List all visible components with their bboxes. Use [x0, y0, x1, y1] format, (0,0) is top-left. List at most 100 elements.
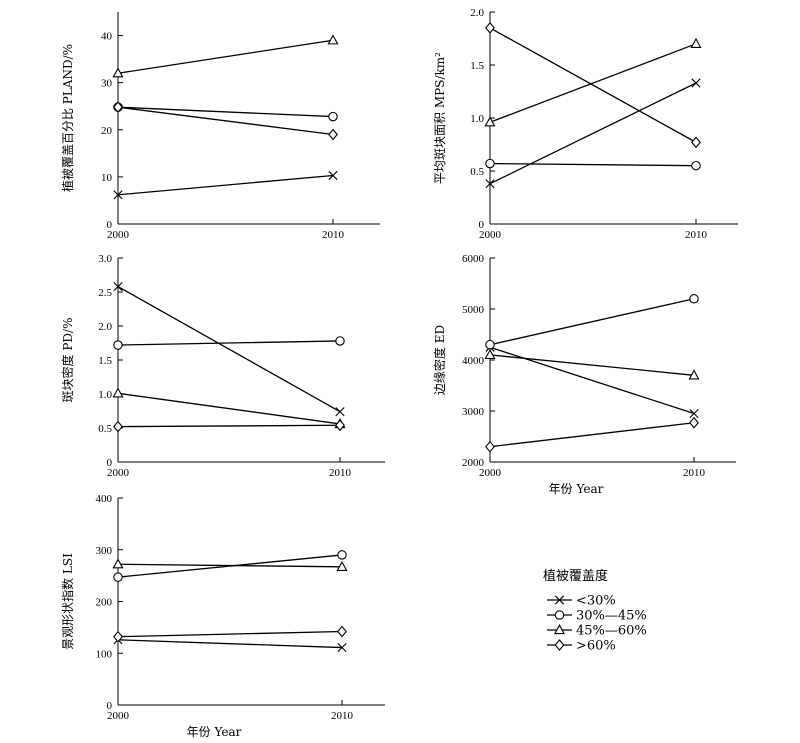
data-point-4 [691, 136, 701, 149]
data-point-4 [337, 625, 347, 638]
y-tick-label: 400 [96, 493, 113, 505]
legend-item: >60% [547, 639, 616, 654]
data-point-4 [335, 419, 345, 432]
data-point-4 [485, 22, 495, 34]
chart-panel-5: 0 100 200 300 400 2000 2010 景观形状指数 LSI 年份 Year [60, 493, 385, 739]
series-line-3 [489, 354, 695, 376]
x-tick-label: 2010 [683, 467, 706, 479]
data-point-4 [485, 440, 495, 453]
chart-panel-4: 2000 3000 4000 5000 6000 2000 2010 边缘密度 ED 年份 Ye… [432, 253, 736, 496]
y-tick-label: 1.5 [98, 355, 112, 367]
data-point-2 [485, 158, 495, 169]
y-tick-label: 1.0 [470, 113, 484, 125]
y-tick-label: 300 [96, 545, 113, 557]
series-line-1 [117, 174, 334, 196]
x-axis-label: 年份 Year [187, 725, 242, 739]
x-tick-label: 2010 [322, 229, 345, 241]
series-line-3 [117, 563, 343, 568]
data-point-1 [328, 170, 338, 181]
data-point-3 [690, 37, 702, 48]
series-line-4 [117, 424, 341, 428]
data-point-3 [112, 387, 124, 398]
y-tick-label: 2000 [462, 457, 485, 469]
data-point-3 [336, 560, 348, 571]
legend-marker [554, 610, 565, 620]
data-point-2 [689, 294, 699, 304]
y-tick-label: 100 [96, 648, 113, 660]
y-tick-label: 3.0 [98, 253, 112, 265]
data-point-2 [335, 336, 345, 346]
data-point-3 [112, 67, 124, 78]
data-point-3 [484, 348, 496, 360]
legend-label: 30%—45% [576, 609, 647, 624]
y-tick-label: 5000 [462, 304, 485, 316]
y-tick-label: 3000 [462, 406, 485, 418]
series-line-1 [489, 346, 695, 415]
series-line-2 [489, 162, 697, 167]
series-line-4 [489, 27, 697, 143]
chart-panel-1: 0 10 20 30 40 2000 2010 植被覆盖百分比 PLAND/% [60, 12, 380, 241]
x-axis-label: 年份 Year [549, 482, 604, 496]
series-line-3 [489, 43, 697, 123]
series-line-2 [489, 298, 695, 346]
x-tick-label: 2010 [685, 229, 708, 241]
series-line-4 [117, 106, 334, 136]
y-tick-label: 4000 [462, 355, 485, 367]
y-tick-label: 0 [107, 457, 113, 469]
y-tick-label: 6000 [462, 253, 485, 265]
series-line-3 [117, 392, 341, 425]
y-tick-label: 2.5 [98, 287, 112, 299]
data-point-4 [113, 630, 123, 643]
legend-item: 30%—45% [547, 609, 647, 624]
y-tick-label: 0.5 [470, 166, 484, 178]
data-point-1 [691, 78, 701, 88]
legend-marker [554, 595, 565, 605]
data-point-2 [113, 572, 123, 582]
legend-label: >60% [576, 639, 616, 654]
data-point-1 [689, 408, 699, 419]
y-tick-label: 20 [101, 125, 113, 137]
legend-label: 45%—60% [576, 624, 647, 639]
y-tick-label: 2.0 [98, 321, 112, 333]
y-tick-label: 0.5 [98, 423, 112, 435]
data-point-3 [688, 369, 700, 380]
data-point-4 [689, 416, 699, 429]
data-point-2 [691, 160, 701, 171]
y-tick-label: 40 [101, 31, 113, 43]
series-line-1 [117, 639, 343, 649]
y-axis-label: 平均斑块面积 MPS/km² [433, 52, 447, 184]
chart-panel-3: 0 0.5 1.0 1.5 2.0 2.5 3.0 2000 2010 斑块密度 PD/% [60, 253, 385, 479]
data-point-1 [337, 642, 347, 653]
legend-item: 45%—60% [547, 624, 647, 639]
series-line-1 [117, 285, 341, 413]
series-line-3 [117, 39, 334, 74]
y-tick-label: 0 [107, 219, 113, 231]
legend: 植被覆盖度 <30%30%—45%45%—60%>60% [543, 568, 647, 654]
series-line-2 [117, 340, 341, 346]
data-point-3 [112, 558, 124, 569]
x-tick-label: 2000 [479, 229, 502, 241]
legend-marker [553, 624, 566, 635]
y-axis-label: 边缘密度 ED [432, 325, 447, 395]
y-tick-label: 200 [96, 597, 113, 609]
y-tick-label: 0 [479, 219, 485, 231]
data-point-2 [337, 550, 347, 560]
data-point-3 [484, 116, 496, 127]
data-point-1 [335, 407, 345, 417]
data-point-1 [485, 179, 495, 189]
chart-panel-2: 0 0.5 1.0 1.5 2.0 2000 2010 平均斑块面积 MPS/km² [433, 7, 738, 241]
x-tick-label: 2010 [329, 467, 352, 479]
legend-label: <30% [576, 594, 616, 609]
data-point-2 [485, 339, 495, 350]
y-axis-label: 斑块密度 PD/% [60, 318, 75, 403]
data-point-4 [113, 420, 123, 433]
y-tick-label: 2.0 [470, 7, 484, 19]
x-tick-label: 2000 [107, 467, 130, 479]
y-tick-label: 1.0 [98, 389, 112, 401]
data-point-1 [113, 281, 123, 292]
x-tick-label: 2010 [331, 710, 354, 722]
y-axis-label: 植被覆盖百分比 PLAND/% [60, 44, 75, 192]
legend-marker [554, 639, 565, 651]
data-point-1 [113, 190, 123, 200]
data-point-4 [328, 128, 338, 141]
